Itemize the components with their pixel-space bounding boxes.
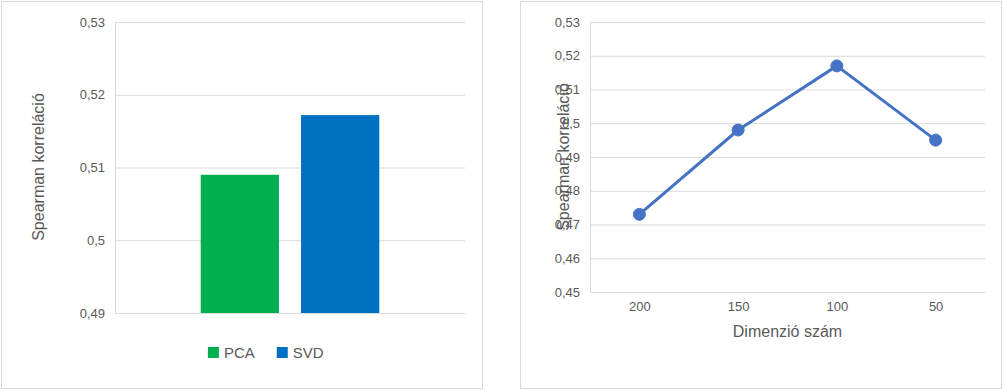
y-tick-label: 0,46 (555, 251, 580, 266)
marker (831, 60, 843, 72)
x-tick-label: 200 (629, 299, 651, 314)
y-tick: 0,49 (555, 150, 985, 165)
y-tick: 0,47 (555, 217, 985, 232)
y-tick-label: 0,5 (87, 233, 105, 248)
grid-line (590, 225, 985, 226)
grid-line (590, 90, 985, 91)
panel-frame (2, 2, 483, 389)
grid-line (590, 258, 985, 259)
legend-item: SVD (277, 344, 324, 361)
y-tick: 0,53 (80, 15, 465, 30)
x-axis-line (591, 292, 986, 293)
y-axis-line (116, 23, 466, 314)
y-tick: 0,51 (555, 82, 985, 97)
y-tick-label: 0,51 (80, 160, 105, 175)
y-tick: 0,51 (80, 160, 465, 175)
grid-line (590, 191, 985, 192)
bar (301, 115, 379, 313)
y-axis-line (591, 23, 986, 293)
marker (633, 208, 645, 220)
y-axis: 0,450,460,470,480,490,50,510,520,53 (555, 15, 985, 300)
grid-line (115, 95, 465, 96)
x-tick: 200 (629, 292, 651, 314)
x-tick-label: 50 (929, 299, 943, 314)
legend-swatch (208, 347, 219, 358)
x-axis-title: Dimenzió szám (733, 323, 842, 340)
y-tick-label: 0,52 (555, 48, 580, 63)
x-axis-line (116, 313, 466, 314)
y-tick-label: 0,49 (80, 306, 105, 321)
grid-line (590, 22, 985, 23)
y-tick: 0,52 (555, 48, 985, 63)
x-tick: 50 (929, 292, 943, 314)
line (639, 66, 935, 215)
y-tick-label: 0,53 (80, 15, 105, 30)
grid-line (590, 123, 985, 124)
grid-line (590, 292, 985, 293)
bar (201, 175, 279, 313)
x-axis (116, 313, 466, 315)
y-tick: 0,45 (555, 285, 985, 300)
y-tick-label: 0,53 (555, 15, 580, 30)
x-tick: 100 (827, 292, 849, 314)
y-axis-title: Spearman korreláció (555, 83, 572, 231)
legend-item: PCA (208, 344, 255, 361)
legend: PCA SVD (208, 344, 324, 361)
y-tick: 0,46 (555, 251, 985, 266)
y-tick-label: 0,52 (80, 87, 105, 102)
chart: 0,49 0,5 0,51 0,52 0,53 PCA SVD Spearman korrel… (30, 15, 466, 362)
legend-swatch (277, 347, 288, 358)
grid-line (115, 313, 465, 314)
plot-area (201, 115, 380, 313)
y-tick: 0,52 (80, 87, 465, 102)
y-tick: 0,53 (555, 15, 985, 30)
x-tick: 150 (728, 292, 750, 314)
legend-label: PCA (224, 344, 255, 361)
panel-frame (521, 2, 1002, 389)
y-tick-label: 0,45 (555, 285, 580, 300)
y-tick: 0,48 (555, 183, 985, 198)
x-tick-label: 100 (827, 299, 849, 314)
grid-line (115, 22, 465, 23)
grid-line (590, 56, 985, 57)
x-axis: 200 150 100 50 (591, 292, 986, 314)
marker (732, 124, 744, 136)
y-axis-title: Spearman korreláció (30, 93, 47, 241)
legend-label: SVD (293, 344, 324, 361)
chart: 0,450,460,470,480,490,50,510,520,5320015… (555, 15, 986, 340)
x-tick-label: 150 (728, 299, 750, 314)
plot-area (633, 60, 941, 221)
grid-line (115, 168, 465, 169)
grid-line (115, 240, 465, 241)
grid-line (590, 157, 985, 158)
marker (930, 134, 942, 146)
y-axis: 0,49 0,5 0,51 0,52 0,53 (80, 15, 465, 321)
